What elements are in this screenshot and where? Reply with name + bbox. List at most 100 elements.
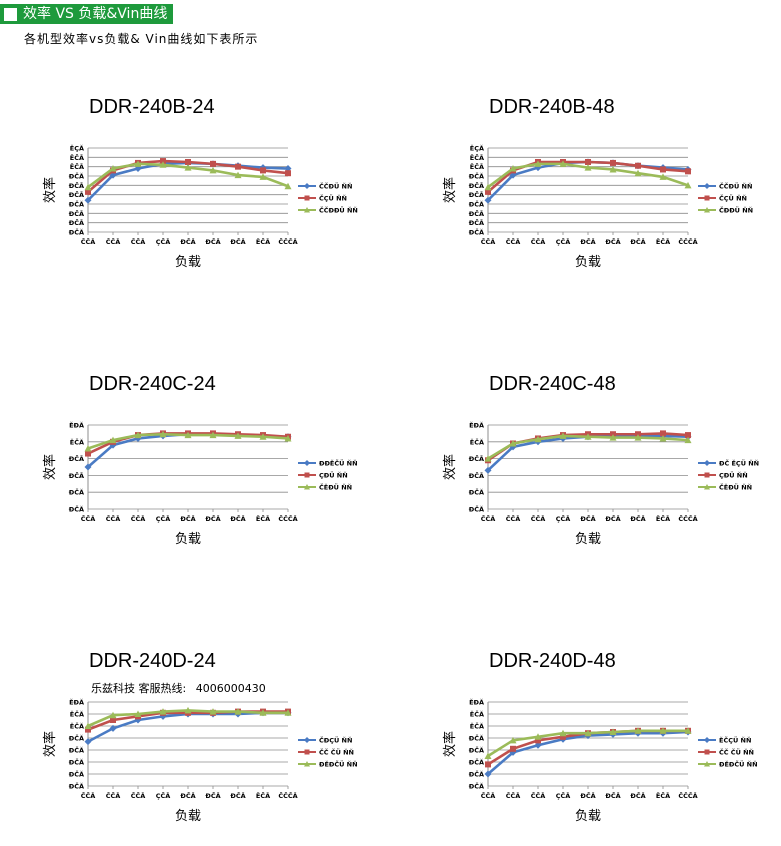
x-tick-label: ĐČĂ [630,514,645,523]
chart-svg: DDR-240C-24 ĐČĂ ĐČĂ ĐČĂ ĐČĂ ĚČĂ ĚĐĂ ČČĂ ČČĂ ČČĂ ÇČ… [42,373,358,547]
data-point [660,430,666,437]
y-tick-label: ĐČĂ [69,454,84,463]
x-axis-label: 负载 [575,809,601,824]
legend-label: ČČĐÜ ŇŇ [319,182,352,191]
data-point [259,433,267,440]
legend-label: ČĐĐÜ ŇŇ [719,206,753,215]
data-point [84,463,92,471]
y-tick-label: ĐČĂ [469,471,484,480]
legend-marker [304,460,310,466]
legend-label: ĐČ ĚÇÜ ŇŇ [719,459,759,468]
data-point [559,160,567,167]
section-header: 效率 VS 负载&Vin曲线 [0,4,174,24]
y-tick-label: ĐČĂ [69,758,84,767]
legend-label: ČČĐÜ ŇŇ [719,182,752,191]
x-tick-label: ĚČĂ [656,514,670,523]
x-tick-label: ĚČĂ [256,237,270,246]
legend-label: ĐĚĐČÜ ŇŇ [319,760,358,769]
data-point [485,188,491,195]
legend-marker [304,472,310,478]
x-tick-label: ČČĂ [531,237,546,246]
data-point [510,745,516,752]
y-tick-label: ĐČĂ [69,471,84,480]
y-tick-label: ĐČĂ [469,746,484,755]
x-tick-label: ČČĂ [81,237,96,246]
y-tick-label: ĚĐĂ [469,421,484,430]
legend-marker [704,460,710,466]
x-tick-label: ĐČĂ [605,791,620,800]
x-tick-label: ĐČĂ [205,237,220,246]
data-point [484,455,492,462]
y-tick-label: ĐČĂ [69,782,84,791]
legend-marker [704,761,710,767]
chart-svg: DDR-240B-48ĐČĂĐČĂĐČĂĐČĂĐČĂĐČĂĐČĂĚČĂĚČĂĚÇ… [442,96,753,270]
x-tick-label: ČČĂ [106,514,121,523]
y-axis-label: 效率 [42,454,58,480]
data-point [284,182,292,190]
x-tick-label: ČČĂ [106,237,121,246]
data-point [509,165,517,172]
data-point [234,708,242,715]
legend-marker [304,737,310,743]
y-tick-label: ĐČĂ [69,488,84,497]
y-tick-label: ĐČĂ [469,200,484,209]
legend-marker [704,749,710,755]
y-axis-label: 效率 [42,731,58,757]
y-tick-label: ĚĐĂ [69,698,84,707]
x-tick-label: ČČČĂ [678,237,697,246]
chart-svg: DDR-240B-24ĐČĂĐČĂĐČĂĐČĂĐČĂĐČĂĐČĂĚČĂĚČĂĚÇ… [42,96,358,270]
data-point [634,434,642,441]
data-point [584,729,592,737]
chart-svg: DDR-240D-24 ĐČĂ ĐČĂ ĐČĂ ĐČĂ ĐČĂ ĚČĂ ĚČĂ ĚĐĂ ČČĂ ČČ… [42,650,358,824]
x-tick-label: ČČĂ [81,791,96,800]
x-tick-label: ĐČĂ [230,514,245,523]
data-point [184,164,192,171]
legend-marker [304,207,310,213]
chart-svg: DDR-240D-48 ĐČĂ ĐČĂ ĐČĂ ĐČĂ ĐČĂ ĚČĂ ĚČĂ ĚĐĂ ČČĂ ČČ… [442,650,758,824]
y-tick-label: ĐČĂ [69,228,84,237]
data-point [160,158,166,165]
data-point [110,717,116,723]
x-tick-label: ČČĂ [481,237,496,246]
data-point [584,433,592,440]
y-tick-label: ĐČĂ [469,172,484,181]
x-tick-label: ÇČĂ [556,237,571,246]
x-tick-label: ČČĂ [506,514,521,523]
x-axis-label: 负载 [175,809,201,824]
legend-marker [704,737,710,743]
page-subtitle: 各机型效率vs负载& Vin曲线如下表所示 [24,32,259,46]
y-tick-label: ĐČĂ [469,209,484,218]
data-point [184,706,192,714]
y-tick-label: ĐČĂ [69,746,84,755]
data-point [284,434,292,442]
legend-marker [704,472,710,478]
chart-ddr-240c-24: DDR-240C-24 ĐČĂ ĐČĂ ĐČĂ ĐČĂ ĚČĂ ĚĐĂ ČČĂ ČČĂ ČČĂ ÇČ… [0,365,390,569]
data-point [159,161,167,168]
chart-ddr-240d-48: DDR-240D-48 ĐČĂ ĐČĂ ĐČĂ ĐČĂ ĐČĂ ĚČĂ ĚČĂ ĚĐĂ ČČĂ ČČ… [400,642,781,846]
data-point [534,733,542,740]
x-tick-label: ĐČĂ [180,237,195,246]
y-tick-label: ĐČĂ [469,190,484,199]
data-point [259,173,267,180]
series-line [487,434,689,472]
x-axis-label: 负载 [175,255,201,270]
data-point [109,165,117,172]
hotline: 乐兹科技 客服热线: 4006000430 [91,680,266,696]
legend-label: ČĐÇÜ ŇŇ [319,736,352,745]
data-point [85,726,91,733]
data-point [634,727,642,734]
data-point [185,159,191,165]
x-tick-label: ČČČĂ [278,791,297,800]
hotline-number: 4006000430 [195,682,266,695]
x-tick-label: ĐČĂ [630,791,645,800]
legend-label: ČČ ČÜ ŇŇ [719,748,754,757]
section-title: 效率 VS 负载&Vin曲线 [23,6,168,22]
data-point [659,173,667,180]
data-point [584,164,592,171]
data-point [484,466,492,474]
data-point [85,450,91,457]
y-tick-label: ĐČĂ [69,190,84,199]
data-point [285,170,291,177]
legend-label: ÇĐÜ ŇŇ [719,471,748,480]
x-tick-label: ĐČĂ [205,514,220,523]
